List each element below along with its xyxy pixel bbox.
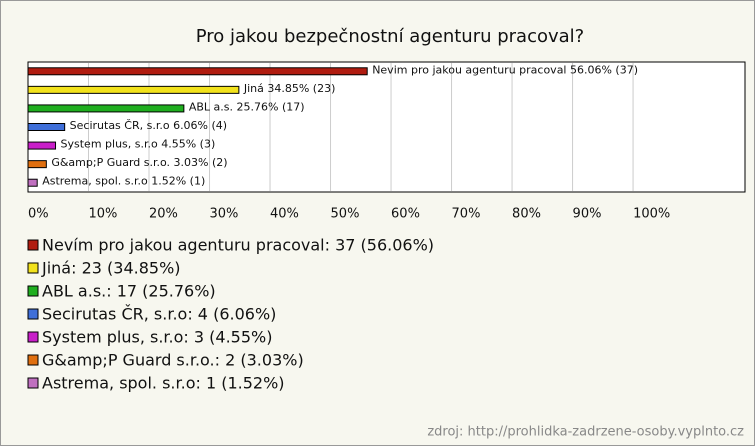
data-label: Astrema, spol. s.r.o 1.52% (1) [42, 175, 205, 188]
x-tick-label: 20% [149, 207, 178, 222]
x-tick-label: 0% [28, 207, 49, 222]
legend-label: Nevím pro jakou agenturu pracoval: 37 (5… [42, 236, 434, 255]
bar [27, 178, 38, 187]
bar [27, 141, 57, 150]
legend-swatch [27, 308, 39, 320]
data-label: G&amp;P Guard s.r.o. 3.03% (2) [51, 156, 227, 169]
legend-swatch [27, 331, 39, 343]
source: zdroj: http://prohlidka-zadrzene-osoby.v… [427, 425, 744, 440]
bar [27, 160, 47, 169]
legend-label: Astrema, spol. s.r.o: 1 (1.52%) [42, 374, 285, 393]
data-label: Jiná 34.85% (23) [243, 82, 336, 95]
legend-label: Secirutas ČR, s.r.o: 4 (6.06%) [42, 305, 276, 324]
x-tick-label: 100% [633, 207, 670, 222]
legend-label: ABL a.s.: 17 (25.76%) [42, 282, 216, 301]
legend-label: G&amp;P Guard s.r.o.: 2 (3.03%) [42, 351, 304, 370]
legend-swatch [27, 354, 39, 366]
legend-swatch [27, 377, 39, 389]
data-label: ABL a.s. 25.76% (17) [189, 100, 305, 113]
bar [27, 104, 185, 113]
x-tick-label: 90% [573, 207, 602, 222]
bar [27, 123, 66, 131]
chart-title: Pro jakou bezpečnostní agenturu pracoval… [196, 26, 585, 47]
legend-swatch [27, 239, 39, 251]
x-tick-label: 70% [452, 207, 481, 222]
legend-swatch [27, 262, 39, 274]
x-tick-label: 50% [331, 207, 360, 222]
legend-label: System plus, s.r.o: 3 (4.55%) [42, 328, 272, 347]
plot-area [27, 61, 746, 193]
bar [27, 67, 368, 76]
legend-label: Jiná: 23 (34.85%) [41, 259, 181, 278]
legend-swatch [27, 285, 39, 297]
bar [27, 85, 240, 94]
data-label: Secirutas ČR, s.r.o 6.06% (4) [70, 119, 227, 132]
data-label: System plus, s.r.o 4.55% (3) [61, 138, 216, 151]
x-tick-label: 10% [89, 207, 118, 222]
x-tick-label: 40% [270, 207, 299, 222]
x-tick-label: 30% [210, 207, 239, 222]
x-tick-label: 80% [512, 207, 541, 222]
data-label: Nevim pro jakou agenturu pracoval 56.06%… [372, 63, 638, 76]
x-tick-label: 60% [391, 207, 420, 222]
